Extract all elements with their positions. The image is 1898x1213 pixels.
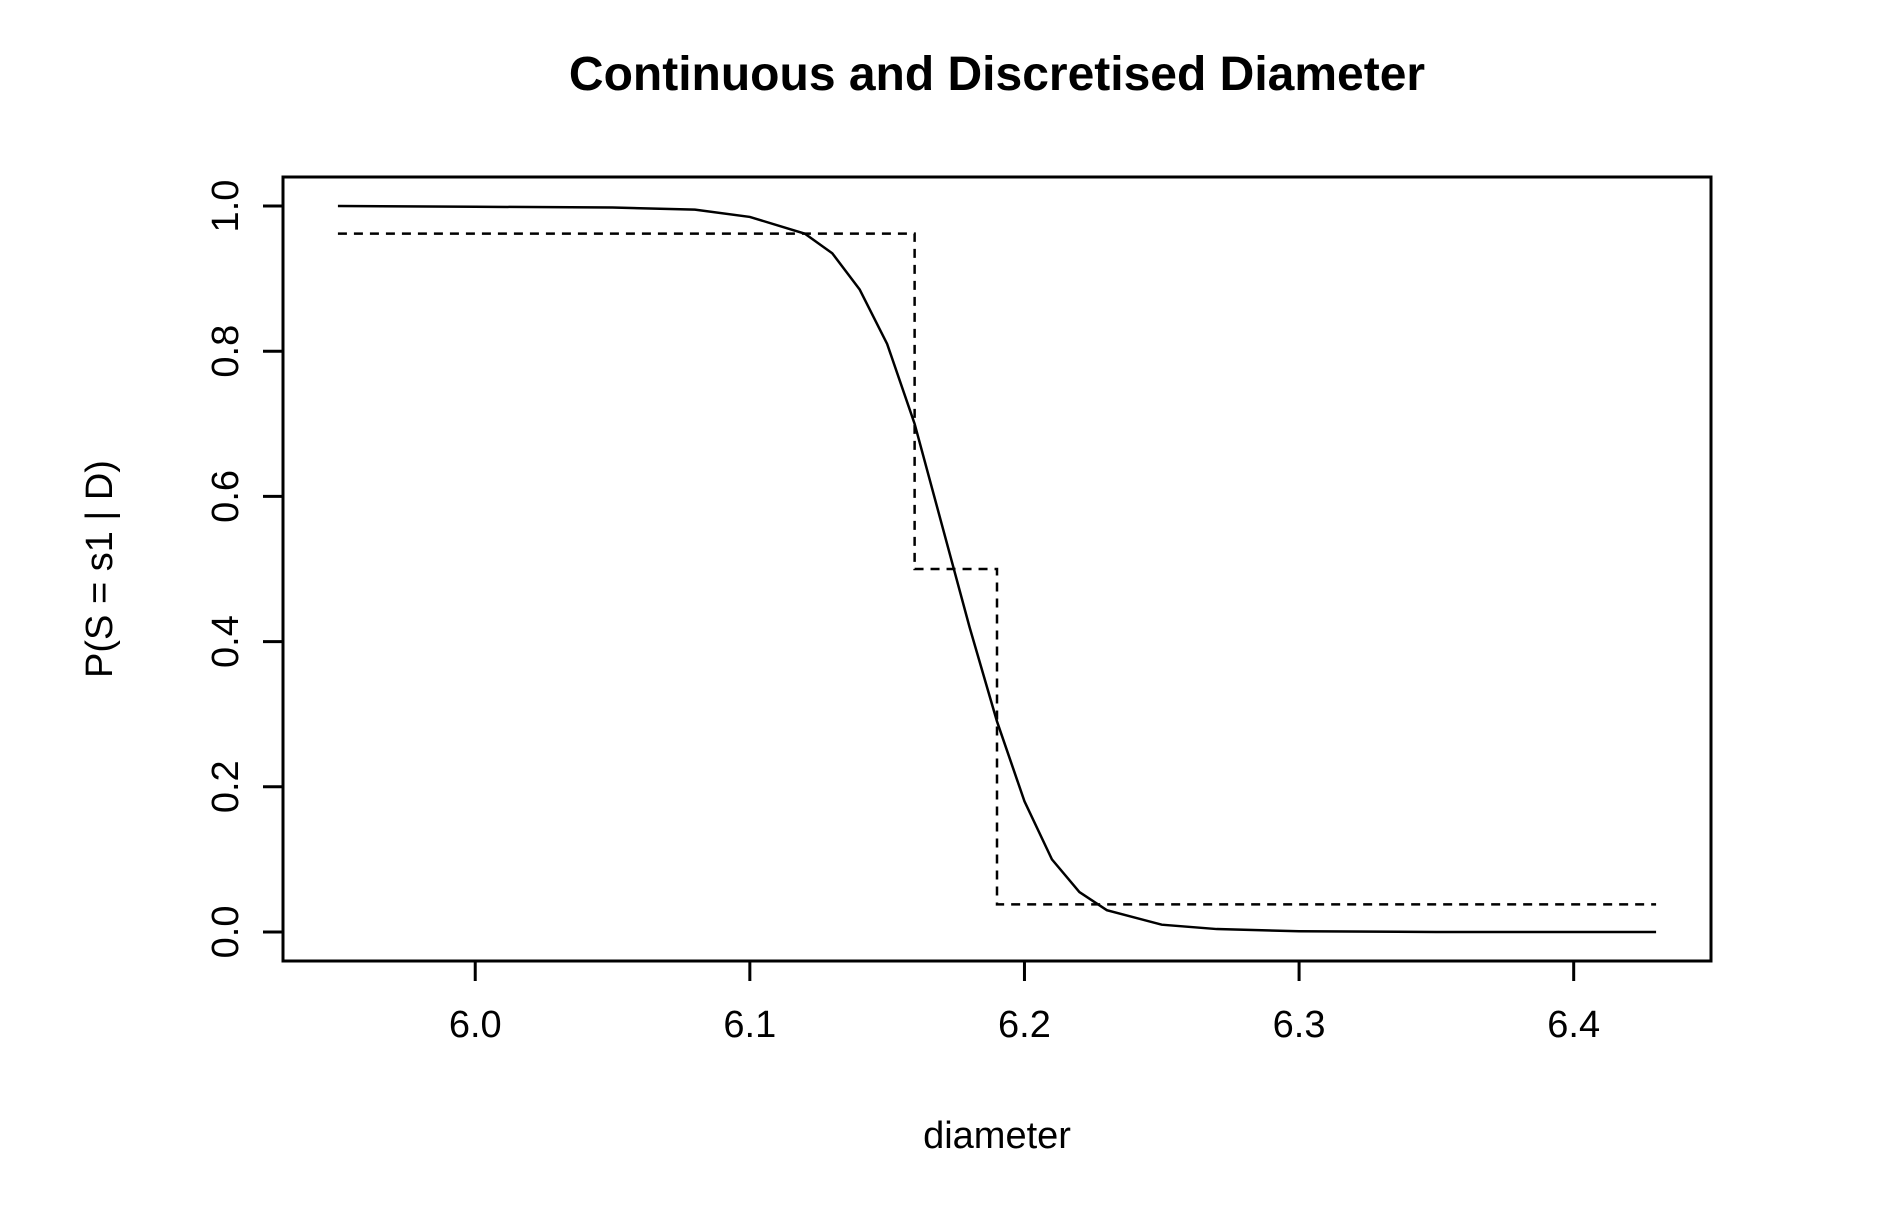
y-tick-label: 1.0 bbox=[205, 180, 247, 233]
x-axis: 6.0 6.1 6.2 6.3 6.4 bbox=[449, 959, 1600, 1046]
y-axis-label: P(S = s1 | D) bbox=[79, 460, 121, 678]
y-tick-label: 0.8 bbox=[205, 325, 247, 378]
series-layer bbox=[337, 204, 1657, 934]
x-tick-label: 6.3 bbox=[1273, 1004, 1326, 1046]
y-axis: 0.0 0.2 0.4 0.6 0.8 1.0 bbox=[205, 180, 285, 959]
x-axis-label: diameter bbox=[923, 1115, 1071, 1157]
x-tick-label: 6.0 bbox=[449, 1004, 502, 1046]
y-tick-label: 0.0 bbox=[205, 906, 247, 959]
x-tick-label: 6.4 bbox=[1547, 1004, 1600, 1046]
y-tick-label: 0.6 bbox=[205, 470, 247, 523]
y-tick-label: 0.4 bbox=[205, 615, 247, 668]
chart-title: Continuous and Discretised Diameter bbox=[569, 48, 1425, 101]
series-line-dashed bbox=[337, 232, 1657, 906]
x-tick-label: 6.2 bbox=[998, 1004, 1051, 1046]
x-tick-label: 6.1 bbox=[723, 1004, 776, 1046]
y-tick-label: 0.2 bbox=[205, 760, 247, 813]
series-line-solid bbox=[337, 204, 1657, 934]
